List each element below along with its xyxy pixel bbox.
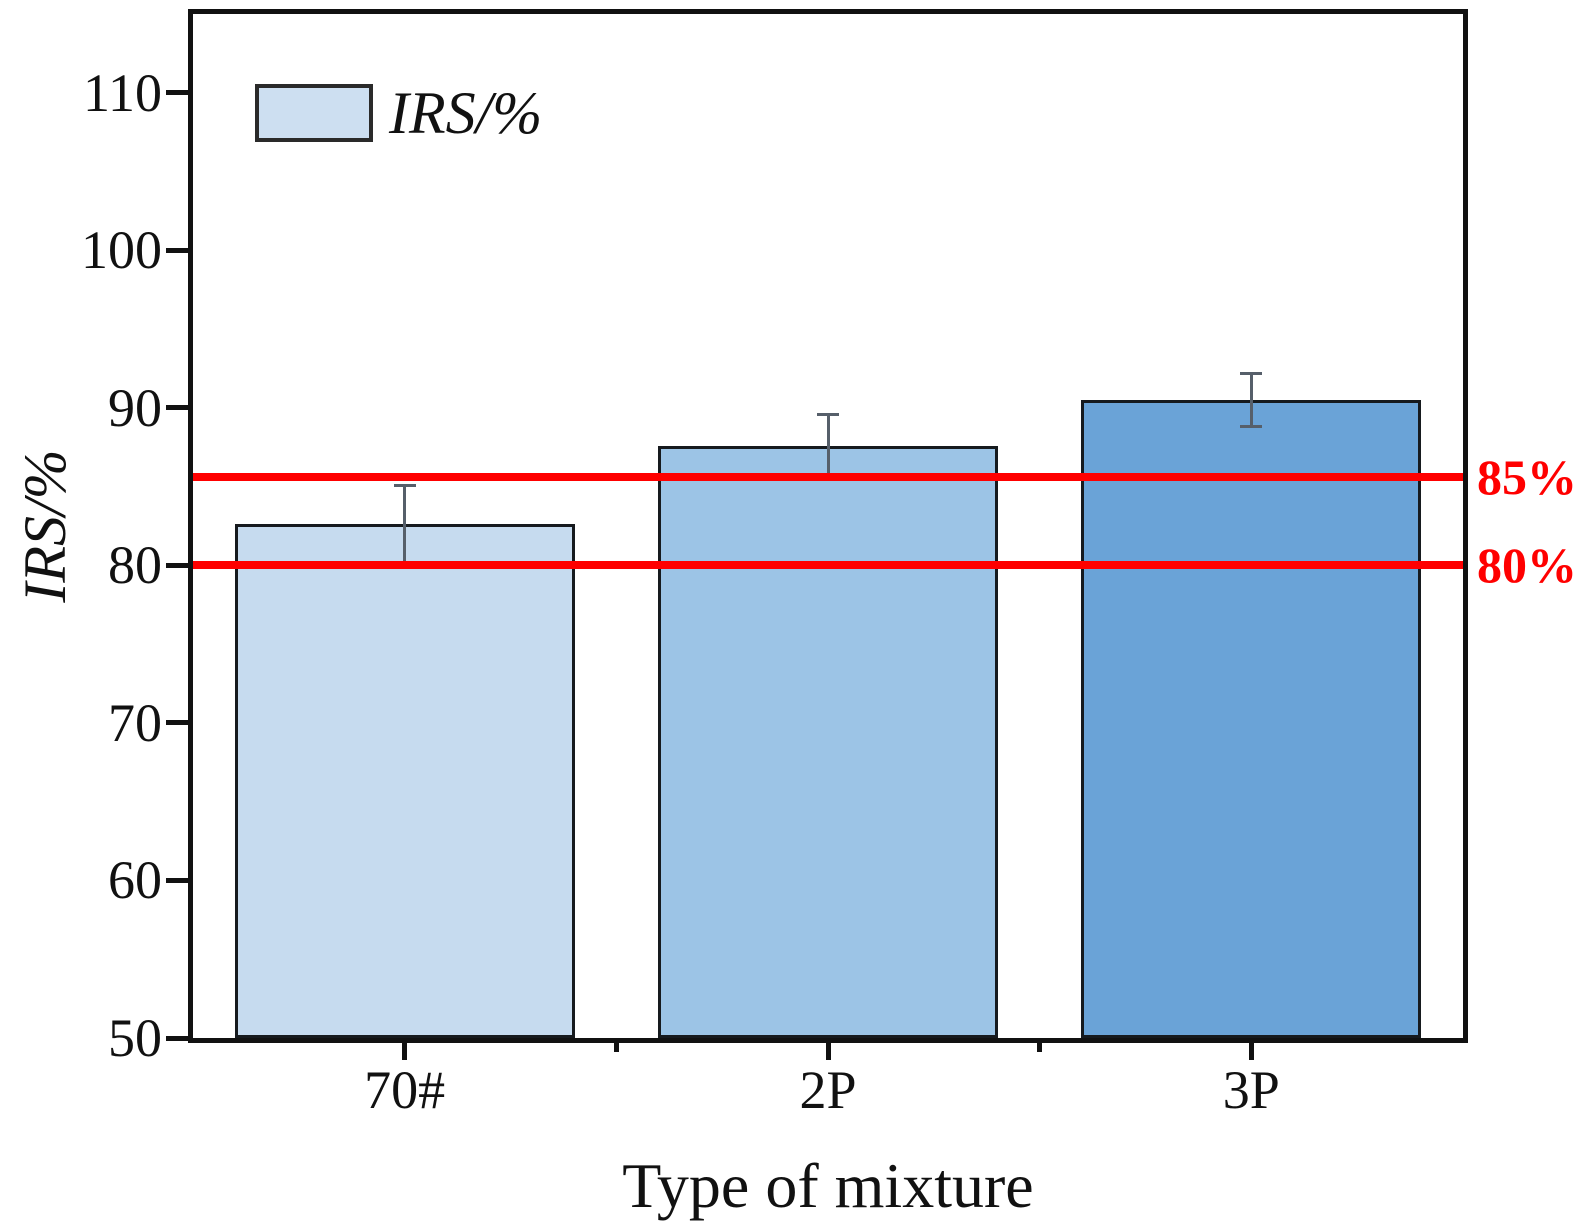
legend: IRS/% (255, 80, 543, 146)
error-bar-70# (403, 485, 407, 564)
y-tick-label: 60 (108, 850, 162, 911)
reference-line-label-80%: 80% (1477, 537, 1577, 594)
x-axis-minor-tick (613, 1043, 619, 1052)
y-axis-tick (166, 562, 188, 568)
x-axis-minor-tick (1037, 1043, 1043, 1052)
y-tick-label: 110 (83, 62, 162, 123)
y-axis-tick (166, 405, 188, 411)
x-tick-label: 70# (364, 1060, 446, 1120)
y-tick-label: 90 (108, 377, 162, 438)
x-axis-tick (1248, 1043, 1254, 1060)
bar-70# (234, 524, 575, 1038)
y-axis-tick (166, 720, 188, 726)
legend-swatch (255, 84, 373, 142)
error-bar-cap-top (393, 483, 416, 487)
error-bar-cap-top (817, 412, 839, 416)
y-axis-tick (166, 90, 188, 96)
y-axis-tick (166, 247, 188, 253)
bar-3P (1081, 399, 1422, 1038)
reference-line-label-85%: 85% (1477, 449, 1577, 506)
x-axis-tick (825, 1043, 831, 1060)
reference-line-85% (189, 473, 1467, 482)
x-axis-tick (402, 1043, 408, 1060)
reference-line-80% (189, 561, 1467, 570)
error-bar-2P (826, 414, 830, 478)
error-bar-cap-top (1240, 371, 1263, 375)
legend-label: IRS/% (389, 80, 543, 146)
bar-2P (658, 445, 998, 1038)
x-tick-label: 2P (799, 1060, 857, 1120)
y-tick-label: 100 (81, 220, 162, 281)
x-axis-title: Type of mixture (622, 1150, 1034, 1221)
error-bar-3P (1249, 373, 1253, 427)
y-tick-label: 70 (108, 692, 162, 753)
x-tick-label: 3P (1222, 1060, 1280, 1120)
y-tick-label: 80 (108, 535, 162, 596)
error-bar-cap-bottom (1240, 425, 1263, 429)
y-axis-tick (166, 877, 188, 883)
y-tick-label: 50 (108, 1008, 162, 1068)
y-axis-tick (166, 1035, 188, 1041)
